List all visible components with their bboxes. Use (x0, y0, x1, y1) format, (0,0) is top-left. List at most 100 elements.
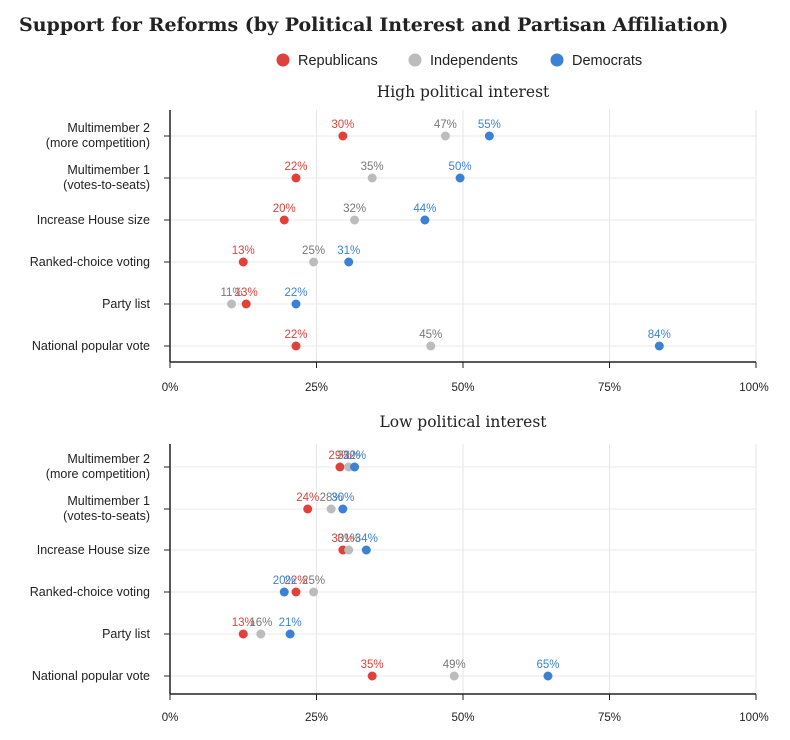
point-democrats-national-popular-vote (543, 671, 553, 681)
category-label-line: Ranked-choice voting (30, 585, 150, 599)
data-label-independents: 31% (337, 533, 360, 545)
point-democrats-multimember-2 (350, 462, 360, 472)
point-republicans-national-popular-vote (367, 671, 377, 681)
category-label-increase-house-size: Increase House size (37, 213, 150, 227)
legend-item-independents: Independents (408, 53, 518, 69)
point-republicans-ranked-choice-voting (291, 587, 301, 597)
category-label-line: (more competition) (46, 467, 150, 481)
data-label-republicans: 30% (331, 533, 354, 545)
data-label-democrats: 50% (449, 161, 472, 173)
legend: Republicans Independents Democrats (276, 53, 642, 69)
category-label-national-popular-vote: National popular vote (32, 339, 150, 353)
chart-title: Support for Reforms (by Political Intere… (19, 14, 728, 36)
data-label-democrats: 22% (284, 287, 307, 299)
legend-marker-independents (408, 53, 422, 67)
legend-marker-republicans (276, 53, 290, 67)
data-label-republicans: 13% (232, 617, 255, 629)
data-label-independents: 25% (302, 245, 325, 257)
data-label-democrats: 55% (478, 119, 501, 131)
point-republicans-multimember-2 (335, 462, 345, 472)
point-republicans-party-list (238, 629, 248, 639)
x-tick-label: 75% (598, 712, 621, 724)
category-label-multimember-1: Multimember 1 (votes-to-seats) (63, 163, 150, 192)
point-democrats-increase-house-size (361, 545, 371, 555)
data-label-democrats: 32% (343, 450, 366, 462)
data-label-democrats: 84% (648, 329, 671, 341)
category-label-line: National popular vote (32, 339, 150, 353)
point-independents-party-list (227, 299, 237, 309)
data-label-democrats: 34% (355, 533, 378, 545)
legend-marker-democrats (550, 53, 564, 67)
point-independents-party-list (256, 629, 266, 639)
category-label-line: Ranked-choice voting (30, 255, 150, 269)
x-tick-label: 75% (598, 382, 621, 394)
data-label-republicans: 24% (296, 492, 319, 504)
category-label-line: (votes-to-seats) (63, 509, 150, 523)
data-label-independents: 47% (434, 119, 457, 131)
data-label-independents: 49% (443, 659, 466, 671)
data-label-independents: 31% (337, 450, 360, 462)
data-label-independents: 16% (249, 617, 272, 629)
point-republicans-ranked-choice-voting (238, 257, 248, 267)
category-label-line: National popular vote (32, 669, 150, 683)
point-independents-increase-house-size (344, 545, 354, 555)
legend-label-democrats: Democrats (572, 53, 642, 69)
category-label-party-list: Party list (102, 627, 150, 641)
x-tick-label: 25% (305, 382, 328, 394)
x-tick-label: 100% (739, 382, 768, 394)
point-independents-multimember-1 (367, 173, 377, 183)
point-republicans-multimember-2 (338, 131, 348, 141)
point-democrats-ranked-choice-voting (344, 257, 354, 267)
category-label-line: (more competition) (46, 136, 150, 150)
point-independents-multimember-2 (440, 131, 450, 141)
data-label-republicans: 30% (331, 119, 354, 131)
point-democrats-multimember-2 (484, 131, 494, 141)
data-label-democrats: 30% (331, 492, 354, 504)
point-republicans-multimember-1 (291, 173, 301, 183)
legend-label-republicans: Republicans (298, 53, 378, 69)
point-independents-ranked-choice-voting (309, 257, 319, 267)
point-democrats-party-list (285, 629, 295, 639)
legend-label-independents: Independents (430, 53, 518, 69)
category-label-line: Multimember 2 (67, 121, 150, 135)
category-label-national-popular-vote: National popular vote (32, 669, 150, 683)
panel-2: Low political interest Multimember 2 (more… (30, 413, 769, 724)
point-independents-national-popular-vote (426, 341, 436, 351)
category-label-ranked-choice-voting: Ranked-choice voting (30, 255, 150, 269)
category-label-ranked-choice-voting: Ranked-choice voting (30, 585, 150, 599)
point-republicans-national-popular-vote (291, 341, 301, 351)
category-label-line: (votes-to-seats) (63, 178, 150, 192)
category-label-line: Multimember 1 (67, 494, 150, 508)
data-label-democrats: 20% (273, 575, 296, 587)
data-label-democrats: 44% (413, 203, 436, 215)
point-republicans-increase-house-size (279, 215, 289, 225)
x-tick-label: 100% (739, 712, 768, 724)
point-independents-ranked-choice-voting (309, 587, 319, 597)
point-republicans-party-list (241, 299, 251, 309)
x-tick-label: 25% (305, 712, 328, 724)
point-democrats-increase-house-size (420, 215, 430, 225)
x-tick-label: 0% (162, 382, 179, 394)
data-label-republicans: 29% (328, 450, 351, 462)
data-label-independents: 11% (220, 287, 242, 299)
data-label-independents: 35% (361, 161, 384, 173)
data-label-republicans: 13% (232, 245, 255, 257)
category-label-multimember-2: Multimember 2 (more competition) (46, 121, 150, 150)
data-label-independents: 32% (343, 203, 366, 215)
x-tick-label: 50% (451, 712, 474, 724)
panel-title: Low political interest (379, 413, 547, 431)
x-tick-label: 50% (451, 382, 474, 394)
category-label-multimember-2: Multimember 2 (more competition) (46, 452, 150, 481)
data-label-independents: 25% (302, 575, 325, 587)
data-label-republicans: 22% (284, 161, 307, 173)
data-label-democrats: 65% (536, 659, 559, 671)
category-label-multimember-1: Multimember 1 (votes-to-seats) (63, 494, 150, 523)
category-label-line: Multimember 2 (67, 452, 150, 466)
point-democrats-multimember-1 (338, 504, 348, 514)
point-democrats-multimember-1 (455, 173, 465, 183)
category-label-line: Multimember 1 (67, 163, 150, 177)
category-label-line: Party list (102, 297, 150, 311)
point-independents-national-popular-vote (449, 671, 459, 681)
x-tick-label: 0% (162, 712, 179, 724)
